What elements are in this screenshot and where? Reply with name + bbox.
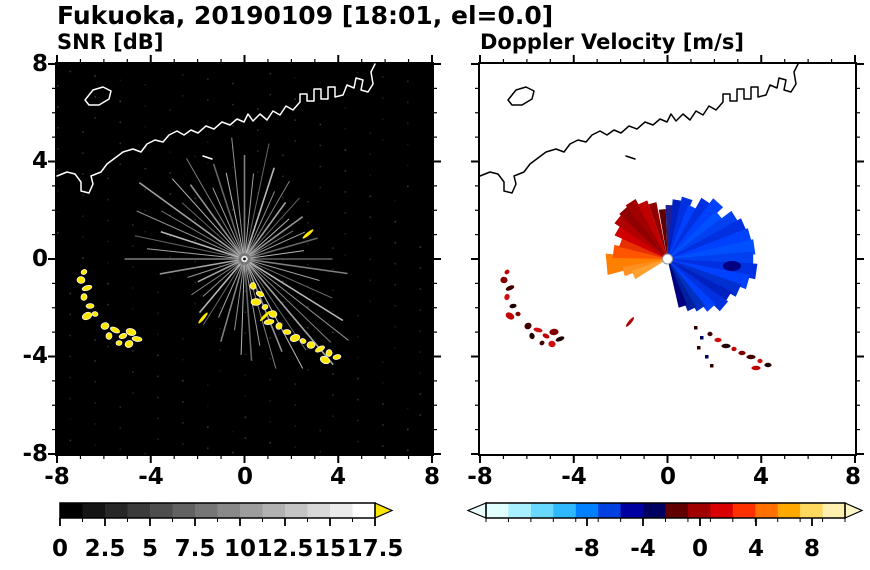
snr-colorbar-tick: 15: [313, 536, 347, 562]
snr-colorbar-tick: 10: [223, 536, 257, 562]
x-tick-label: 8: [844, 464, 862, 490]
snr-panel: [48, 55, 441, 463]
doppler-colorbar-tick: -8: [574, 536, 600, 562]
x-tick-label: -8: [44, 464, 70, 490]
doppler-colorbar-tick: 0: [691, 536, 709, 562]
doppler-clutter-layer: [500, 269, 772, 371]
snr-panel-label: SNR [dB]: [57, 30, 164, 54]
coastline-mainland: [56, 63, 376, 194]
coastline: [479, 63, 799, 194]
snr-colorbar-tick: 5: [141, 536, 159, 562]
coastline-islet: [625, 155, 636, 160]
x-tick-label: 0: [659, 464, 677, 490]
x-tick-label: 4: [752, 464, 770, 490]
doppler-colorbar-tick: 8: [803, 536, 821, 562]
snr-clutter-layer: [76, 229, 342, 365]
doppler-panel: [471, 55, 864, 463]
doppler-panel-label: Doppler Velocity [m/s]: [480, 30, 744, 54]
x-tick-label: 4: [329, 464, 347, 490]
snr-data-layer: [57, 64, 422, 455]
snr-plot: [48, 55, 441, 463]
snr-colorbar: [59, 502, 394, 526]
x-tick-label: -4: [138, 464, 164, 490]
coastline-island: [507, 86, 535, 106]
y-tick-label: 4: [31, 148, 48, 174]
x-tick-label: 8: [423, 464, 441, 490]
x-tick-label: -4: [561, 464, 587, 490]
snr-colorbar-tick: 2.5: [84, 536, 126, 562]
coastline-mainland: [479, 63, 799, 194]
doppler-plot: [471, 55, 864, 463]
coastline-island: [84, 86, 112, 106]
doppler-colorbar-tick: -4: [630, 536, 656, 562]
snr-colorbar-tick: 0: [51, 536, 69, 562]
doppler-data-layer: [605, 196, 758, 368]
doppler-colorbar-tick: 4: [747, 536, 765, 562]
y-tick-label: 8: [31, 51, 48, 77]
y-tick-label: 0: [31, 246, 48, 272]
x-tick-label: 0: [236, 464, 254, 490]
snr-colorbar-tick: 17.5: [346, 536, 404, 562]
y-tick-label: -8: [22, 441, 48, 467]
coastline-islet: [202, 155, 213, 160]
doppler-colorbar: [466, 502, 864, 526]
y-tick-label: -4: [22, 343, 48, 369]
coastline: [56, 63, 376, 194]
figure-title: Fukuoka, 20190109 [18:01, el=0.0]: [57, 1, 554, 30]
snr-colorbar-tick: 7.5: [174, 536, 216, 562]
snr-colorbar-tick: 12.5: [256, 536, 314, 562]
x-tick-label: -8: [467, 464, 493, 490]
